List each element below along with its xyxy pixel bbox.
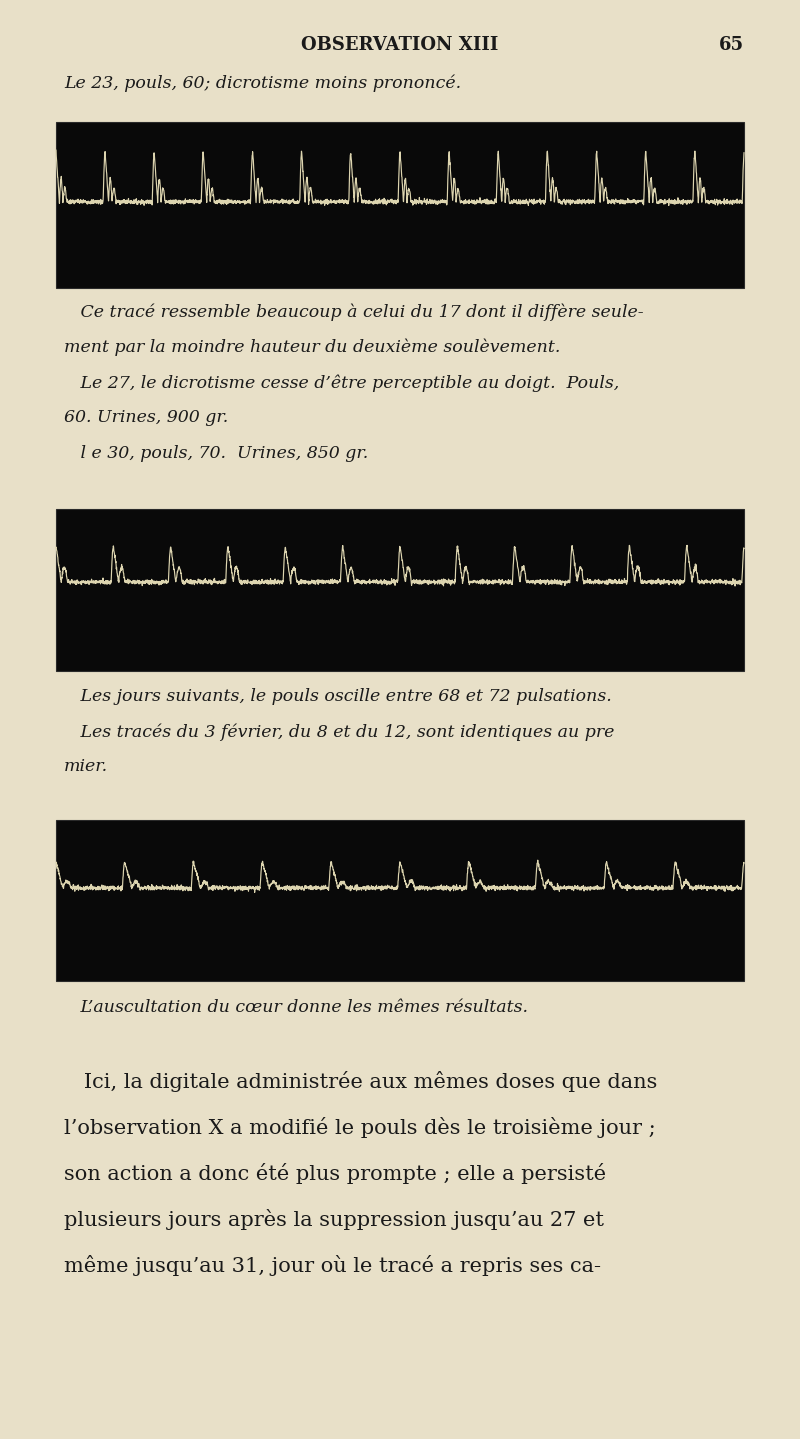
Bar <box>56 122 744 288</box>
Text: 65: 65 <box>719 36 744 55</box>
Text: 60. Urines, 900 gr.: 60. Urines, 900 gr. <box>64 409 228 426</box>
Text: même jusqu’au 31, jour où le tracé a repris ses ca-: même jusqu’au 31, jour où le tracé a rep… <box>64 1255 601 1276</box>
Text: mier.: mier. <box>64 758 108 776</box>
Text: Le 23, pouls, 60; dicrotisme moins prononcé.: Le 23, pouls, 60; dicrotisme moins prono… <box>64 75 461 92</box>
Text: OBSERVATION XIII: OBSERVATION XIII <box>302 36 498 55</box>
Text: son action a donc été plus prompte ; elle a persisté: son action a donc été plus prompte ; ell… <box>64 1163 606 1184</box>
Text: plusieurs jours après la suppression jusqu’au 27 et: plusieurs jours après la suppression jus… <box>64 1209 604 1230</box>
Text: l’observation X a modifié le pouls dès le troisième jour ;: l’observation X a modifié le pouls dès l… <box>64 1117 656 1138</box>
Text: l e 30, pouls, 70.  Urines, 850 gr.: l e 30, pouls, 70. Urines, 850 gr. <box>64 445 368 462</box>
Text: Les tracés du 3 février, du 8 et du 12, sont identiques au pre: Les tracés du 3 février, du 8 et du 12, … <box>64 722 614 741</box>
Text: ment par la moindre hauteur du deuxième soulèvement.: ment par la moindre hauteur du deuxième … <box>64 338 560 357</box>
Text: Ce tracé ressemble beaucoup à celui du 17 dont il diffère seule-: Ce tracé ressemble beaucoup à celui du 1… <box>64 304 644 321</box>
Text: Les jours suivants, le pouls oscille entre 68 et 72 pulsations.: Les jours suivants, le pouls oscille ent… <box>64 688 612 705</box>
Text: Le 27, le dicrotisme cesse d’être perceptible au doigt.  Pouls,: Le 27, le dicrotisme cesse d’être percep… <box>64 374 619 391</box>
Bar <box>56 509 744 671</box>
Text: Ici, la digitale administrée aux mêmes doses que dans: Ici, la digitale administrée aux mêmes d… <box>64 1071 658 1092</box>
Bar <box>56 820 744 981</box>
Text: L’auscultation du cœur donne les mêmes résultats.: L’auscultation du cœur donne les mêmes r… <box>64 999 528 1016</box>
